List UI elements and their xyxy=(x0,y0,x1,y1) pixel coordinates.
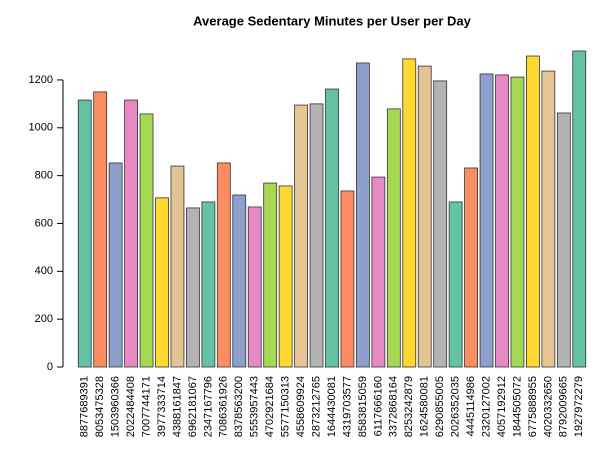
x-tick-label: 8053475328 xyxy=(94,376,106,437)
bar xyxy=(464,167,478,368)
x-tick-label: 2320127002 xyxy=(480,376,492,437)
x-tick-label: 1644430081 xyxy=(326,376,338,437)
bar xyxy=(108,162,123,368)
x-tick-label: 4319703577 xyxy=(341,376,353,437)
x-tick-label: 4057192912 xyxy=(496,376,508,437)
bar xyxy=(417,65,432,368)
x-tick-label: 5577150313 xyxy=(280,376,292,437)
bar xyxy=(479,73,494,368)
x-tick-label: 7007744171 xyxy=(140,376,152,437)
bar xyxy=(201,201,216,368)
bar xyxy=(433,80,448,368)
x-tick-label: 8378563200 xyxy=(233,376,245,437)
bar xyxy=(77,99,92,368)
bar xyxy=(402,58,417,368)
bar xyxy=(139,113,154,368)
x-tick-label: 4558609924 xyxy=(295,376,307,437)
x-tick-label: 4445114986 xyxy=(465,376,477,436)
bar xyxy=(309,103,324,368)
y-tick-label: 1200 xyxy=(29,74,53,86)
bar xyxy=(371,176,386,368)
bar xyxy=(124,99,138,368)
x-tick-label: 8583815059 xyxy=(357,376,369,437)
bar xyxy=(247,206,262,368)
x-tick-label: 1927972279 xyxy=(573,376,585,437)
bar xyxy=(170,165,185,368)
bar xyxy=(340,190,355,368)
x-tick-label: 5553957443 xyxy=(249,376,261,437)
x-tick-label: 4702921684 xyxy=(264,376,276,437)
x-tick-label: 3372868164 xyxy=(388,376,400,437)
bar xyxy=(572,50,587,368)
x-tick-label: 1844505072 xyxy=(511,376,523,437)
x-tick-label: 6962181067 xyxy=(187,376,199,437)
x-tick-label: 2873212765 xyxy=(310,376,322,437)
x-tick-label: 8877689391 xyxy=(79,376,91,437)
bar xyxy=(556,112,571,368)
bar xyxy=(294,104,308,368)
x-tick-label: 2026352035 xyxy=(450,376,462,437)
x-tick-label: 8253242879 xyxy=(403,376,415,437)
bar xyxy=(448,201,463,368)
bar xyxy=(263,182,278,368)
x-tick-label: 7086361926 xyxy=(218,376,230,437)
bar xyxy=(526,55,540,368)
x-tick-label: 2022484408 xyxy=(125,376,137,437)
x-tick-label: 6775888955 xyxy=(527,376,539,437)
x-tick-label: 4020332650 xyxy=(542,376,554,437)
x-tick-label: 8792009665 xyxy=(558,376,570,437)
bar xyxy=(386,108,401,368)
y-tick-label: 600 xyxy=(35,217,53,229)
bar xyxy=(232,194,247,368)
bar xyxy=(216,162,231,368)
bar xyxy=(541,70,556,368)
bar xyxy=(510,76,525,368)
bar xyxy=(356,62,370,368)
y-tick-label: 1000 xyxy=(29,122,53,134)
bar xyxy=(325,88,339,368)
y-tick-label: 800 xyxy=(35,170,53,182)
x-tick-label: 6117666160 xyxy=(372,376,384,436)
y-tick-label: 200 xyxy=(35,313,53,325)
x-tick-label: 1503960366 xyxy=(110,376,122,437)
bar xyxy=(186,207,200,368)
x-tick-label: 1624580081 xyxy=(419,376,431,437)
y-tick-label: 400 xyxy=(35,265,53,277)
bar xyxy=(155,197,169,368)
x-tick-label: 3977333714 xyxy=(156,376,168,437)
x-tick-label: 2347167796 xyxy=(202,376,214,437)
bar xyxy=(495,74,509,368)
bar xyxy=(93,91,108,368)
y-tick-label: 0 xyxy=(47,361,53,373)
x-tick-label: 4388161847 xyxy=(171,376,183,437)
chart-title: Average Sedentary Minutes per User per D… xyxy=(193,13,471,28)
bar xyxy=(278,185,293,368)
x-tick-label: 6290855005 xyxy=(434,376,446,437)
